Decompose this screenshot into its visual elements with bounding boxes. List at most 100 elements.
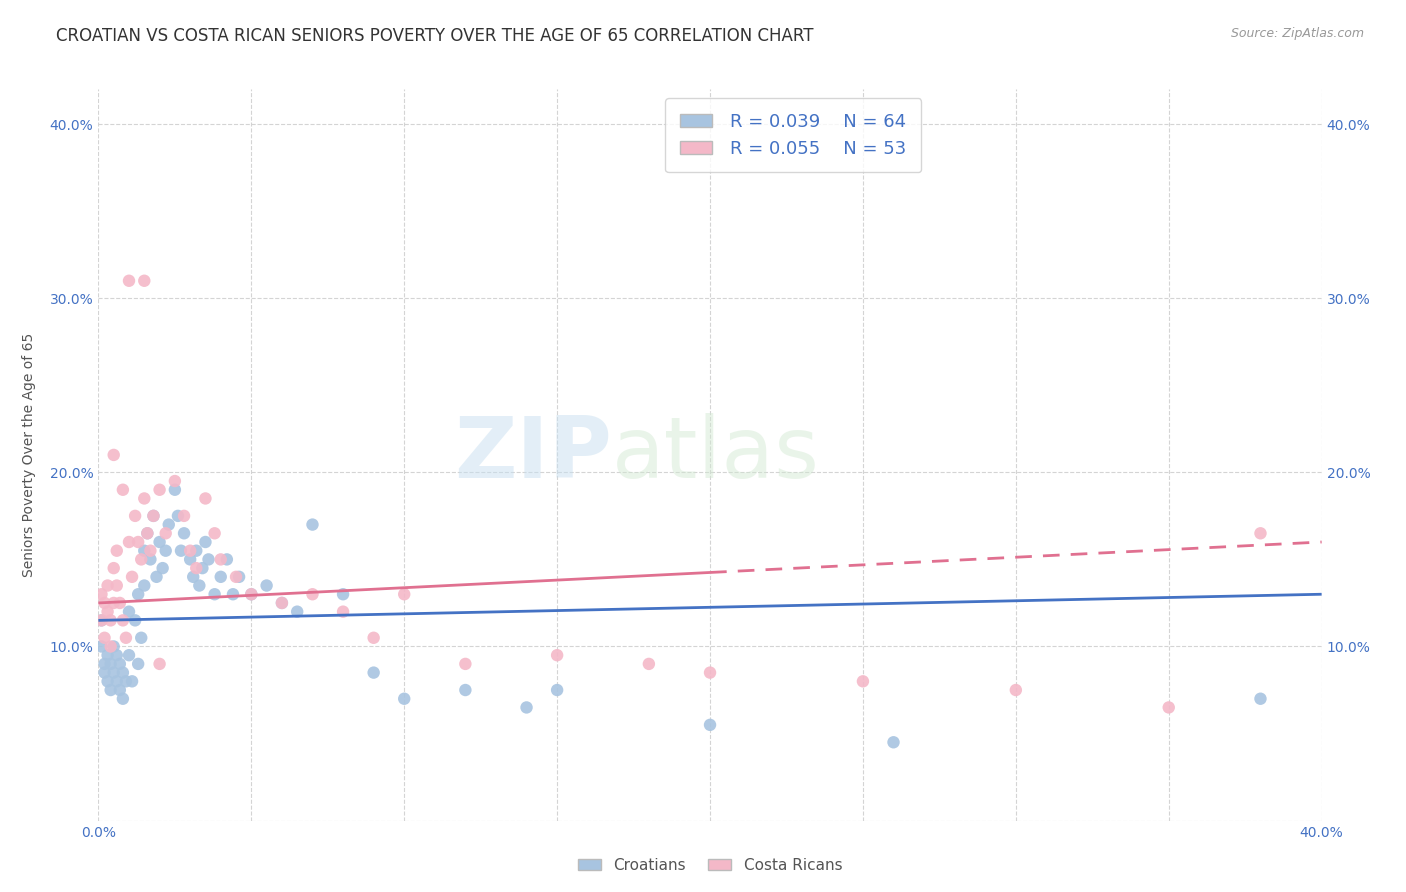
Point xyxy=(129,631,152,645)
Point xyxy=(105,543,128,558)
Legend: Croatians, Costa Ricans: Croatians, Costa Ricans xyxy=(572,852,848,879)
Point xyxy=(188,578,211,592)
Point xyxy=(215,552,238,566)
Point xyxy=(155,526,177,541)
Point xyxy=(103,561,125,575)
Point xyxy=(204,526,226,541)
Point xyxy=(392,587,416,601)
Point xyxy=(186,543,208,558)
Text: ZIP: ZIP xyxy=(454,413,612,497)
Point xyxy=(134,578,156,592)
Point xyxy=(118,648,141,663)
Point xyxy=(105,578,128,592)
Point xyxy=(179,543,201,558)
Point xyxy=(1004,683,1026,698)
Point xyxy=(181,570,204,584)
Point xyxy=(209,570,232,584)
Point xyxy=(142,508,165,523)
Point xyxy=(93,665,115,680)
Point xyxy=(152,561,174,575)
Point xyxy=(90,613,112,627)
Point xyxy=(454,657,477,671)
Point xyxy=(134,543,156,558)
Point xyxy=(197,552,219,566)
Point xyxy=(93,657,115,671)
Point xyxy=(363,665,385,680)
Point xyxy=(97,578,120,592)
Point xyxy=(225,570,247,584)
Point xyxy=(546,683,568,698)
Point xyxy=(118,605,141,619)
Point xyxy=(108,596,131,610)
Point xyxy=(852,674,875,689)
Point xyxy=(194,491,217,506)
Point xyxy=(100,640,122,654)
Point xyxy=(222,587,245,601)
Point xyxy=(454,683,477,698)
Y-axis label: Seniors Poverty Over the Age of 65: Seniors Poverty Over the Age of 65 xyxy=(22,333,35,577)
Point xyxy=(363,631,385,645)
Point xyxy=(883,735,905,749)
Point xyxy=(163,474,186,488)
Point xyxy=(93,631,115,645)
Point xyxy=(103,665,125,680)
Point xyxy=(546,648,568,663)
Point xyxy=(301,587,323,601)
Point xyxy=(194,535,217,549)
Point xyxy=(240,587,263,601)
Point xyxy=(103,448,125,462)
Point xyxy=(332,587,354,601)
Point xyxy=(111,691,134,706)
Point xyxy=(1157,700,1180,714)
Point xyxy=(228,570,250,584)
Point xyxy=(100,657,122,671)
Point xyxy=(204,587,226,601)
Point xyxy=(142,508,165,523)
Point xyxy=(100,683,122,698)
Point xyxy=(699,665,721,680)
Point xyxy=(163,483,186,497)
Point xyxy=(145,570,167,584)
Point xyxy=(270,596,292,610)
Point xyxy=(301,517,323,532)
Point xyxy=(167,508,190,523)
Point xyxy=(124,613,146,627)
Point xyxy=(127,657,149,671)
Point xyxy=(139,552,162,566)
Point xyxy=(136,526,159,541)
Point xyxy=(103,596,125,610)
Point xyxy=(115,674,138,689)
Point xyxy=(173,526,195,541)
Point xyxy=(332,605,354,619)
Point xyxy=(124,508,146,523)
Point xyxy=(136,526,159,541)
Point xyxy=(105,674,128,689)
Point xyxy=(97,674,120,689)
Point xyxy=(209,552,232,566)
Text: CROATIAN VS COSTA RICAN SENIORS POVERTY OVER THE AGE OF 65 CORRELATION CHART: CROATIAN VS COSTA RICAN SENIORS POVERTY … xyxy=(56,27,814,45)
Point xyxy=(1249,691,1271,706)
Point xyxy=(97,648,120,663)
Point xyxy=(191,561,214,575)
Point xyxy=(90,640,112,654)
Point xyxy=(699,718,721,732)
Point xyxy=(1249,526,1271,541)
Point xyxy=(256,578,278,592)
Point xyxy=(637,657,661,671)
Point xyxy=(100,613,122,627)
Point xyxy=(90,613,112,627)
Point xyxy=(173,508,195,523)
Text: Source: ZipAtlas.com: Source: ZipAtlas.com xyxy=(1230,27,1364,40)
Point xyxy=(285,605,308,619)
Point xyxy=(90,587,112,601)
Point xyxy=(127,535,149,549)
Point xyxy=(179,552,201,566)
Point xyxy=(103,640,125,654)
Point xyxy=(149,657,172,671)
Point xyxy=(121,674,143,689)
Point xyxy=(121,570,143,584)
Point xyxy=(157,517,180,532)
Point xyxy=(129,552,152,566)
Point xyxy=(134,491,156,506)
Point xyxy=(149,535,172,549)
